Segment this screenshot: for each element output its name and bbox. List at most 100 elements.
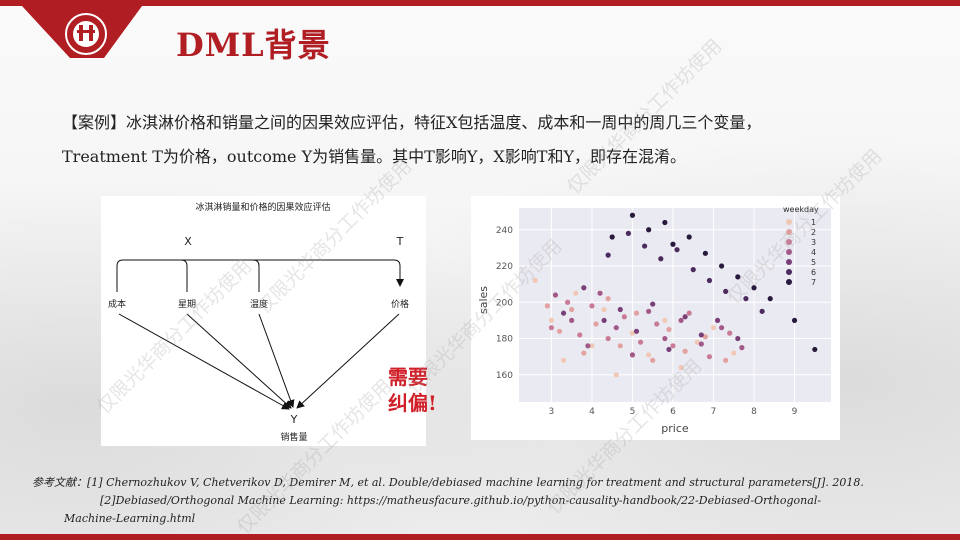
scatter-point-weekday-3	[589, 303, 595, 309]
y-tick-label: 200	[496, 298, 513, 308]
scatter-point-weekday-1	[589, 343, 595, 349]
x-axis-label: price	[661, 422, 689, 435]
scatter-point-weekday-4	[552, 292, 559, 298]
scatter-point-weekday-4	[613, 325, 619, 331]
scatter-point-weekday-2	[666, 326, 672, 333]
scatter-point-weekday-3	[727, 330, 733, 336]
scatter-point-weekday-2	[593, 321, 599, 327]
scatter-point-weekday-4	[585, 343, 591, 349]
case-line-1: 【案例】冰淇淋价格和销量之间的因果效应评估，特征X包括温度、成本和一周中的周几三…	[62, 113, 762, 132]
scatter-point-weekday-6	[605, 252, 611, 258]
scatter-point-weekday-1	[646, 352, 652, 358]
legend-label: 3	[811, 238, 816, 247]
reference-1: [1] Chernozhukov V, Chetverikov D, Demir…	[87, 476, 864, 489]
scatter-point-weekday-1	[573, 290, 579, 296]
y-axis-label: sales	[477, 286, 490, 314]
scatter-point-weekday-4	[739, 345, 745, 351]
case-line-2: Treatment T为价格，outcome Y为销售量。其中T影响Y，X影响T…	[62, 147, 687, 166]
scatter-point-weekday-5	[617, 306, 623, 313]
y-tick-label: 180	[496, 335, 513, 345]
causal-diagram: 冰淇淋销量和价格的因果效应评估 X T 成本 星期 温度 价格 Y 销售量	[101, 196, 426, 446]
legend-label: 6	[811, 268, 816, 277]
scatter-point-weekday-1	[678, 364, 684, 371]
node-weekday: 星期	[178, 299, 196, 310]
scatter-point-weekday-6	[674, 247, 680, 253]
scatter-point-weekday-7	[686, 234, 692, 240]
legend-marker	[786, 279, 792, 285]
scatter-point-weekday-7	[662, 219, 668, 226]
scatter-point-weekday-6	[642, 243, 648, 249]
scatter-point-weekday-6	[625, 230, 632, 236]
scatter-point-weekday-7	[702, 250, 708, 256]
scatter-point-weekday-7	[812, 346, 818, 353]
scatter-point-weekday-6	[723, 288, 729, 295]
scatter-point-weekday-5	[682, 314, 688, 320]
legend-marker	[786, 249, 792, 255]
scatter-point-weekday-3	[654, 321, 660, 327]
reference-2: [2]Debiased/Orthogonal Machine Learning:…	[100, 494, 822, 507]
scatter-point-weekday-2	[569, 306, 575, 313]
scatter-point-weekday-2	[544, 303, 550, 309]
scatter-point-weekday-2	[617, 343, 623, 349]
scatter-point-weekday-5	[581, 285, 587, 291]
scatter-point-weekday-2	[556, 328, 563, 334]
legend-label: 4	[811, 248, 816, 257]
scatter-point-weekday-1	[731, 350, 737, 356]
arrow-week-y	[186, 313, 292, 409]
scatter-chart-panel: 3 4 5 6 7 8 9 160 180 200 220 240 weekday 1 2 3 4 5 6 7 pr…	[471, 196, 840, 440]
arrow-price-y	[296, 313, 400, 409]
bracket-branch-temp	[252, 259, 260, 292]
top-accent-bar	[0, 0, 960, 6]
scatter-point-weekday-1	[548, 317, 555, 324]
node-cost: 成本	[108, 298, 126, 310]
t-label: T	[396, 235, 404, 248]
scatter-point-weekday-7	[767, 296, 773, 302]
x-tick-label: 4	[589, 407, 595, 417]
scatter-point-weekday-4	[629, 352, 636, 358]
x-tick-label: 8	[751, 407, 757, 417]
scatter-point-weekday-3	[686, 310, 692, 316]
scatter-point-weekday-7	[670, 241, 676, 247]
scatter-point-weekday-4	[698, 341, 704, 347]
scatter-point-weekday-3	[548, 325, 555, 331]
scatter-point-weekday-2	[702, 334, 708, 340]
scatter-point-weekday-5	[698, 332, 704, 338]
scatter-point-weekday-3	[637, 339, 644, 345]
scatter-point-weekday-1	[532, 277, 538, 284]
legend-label: 1	[811, 218, 816, 227]
scatter-point-weekday-7	[751, 285, 757, 291]
y-tick-label: 220	[496, 262, 513, 272]
scatter-point-weekday-7	[718, 263, 725, 269]
scatter-point-weekday-5	[633, 328, 640, 334]
legend-label: 7	[811, 278, 816, 287]
node-temperature: 温度	[250, 298, 268, 310]
scatter-point-weekday-7	[791, 317, 798, 324]
scatter-point-weekday-2	[633, 310, 640, 316]
y-label: Y	[290, 413, 298, 426]
reference-line-1: 参考文献：[1] Chernozhukov V, Chetverikov D, …	[32, 474, 932, 492]
confounder-bracket	[116, 259, 404, 292]
scatter-point-weekday-4	[569, 317, 575, 324]
diagram-title: 冰淇淋销量和价格的因果效应评估	[195, 201, 330, 213]
scatter-point-weekday-1	[613, 372, 619, 378]
scatter-point-weekday-3	[605, 335, 611, 342]
scatter-point-weekday-5	[601, 317, 607, 324]
callout-line-2: 纠偏!	[388, 391, 437, 415]
scatter-point-weekday-6	[658, 256, 664, 262]
legend-label: 5	[811, 258, 816, 267]
scatter-point-weekday-1	[560, 357, 567, 363]
scatter-point-weekday-3	[706, 354, 713, 360]
arrow-temp-y	[258, 313, 295, 408]
scatter-point-weekday-7	[609, 234, 615, 240]
scatter-point-weekday-6	[706, 277, 713, 284]
scatter-point-weekday-6	[743, 296, 749, 302]
legend-label: 2	[811, 228, 816, 237]
scatter-point-weekday-3	[565, 299, 571, 305]
scatter-point-weekday-1	[710, 325, 717, 331]
legend-marker	[786, 219, 792, 225]
scatter-point-weekday-2	[723, 357, 729, 363]
plot-area	[519, 208, 831, 402]
scatter-point-weekday-7	[735, 274, 741, 280]
x-tick-label: 9	[792, 407, 798, 417]
